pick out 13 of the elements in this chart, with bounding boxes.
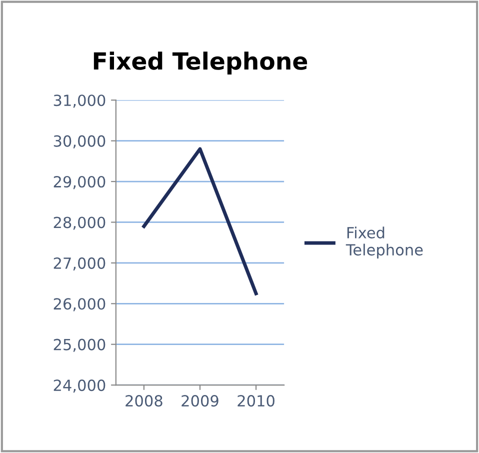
x-tick-label: 2010: [238, 395, 274, 407]
y-tick-label: 27,000: [54, 257, 106, 271]
chart-title: Fixed Telephone: [94, 52, 308, 74]
y-tick-label: 28,000: [54, 216, 106, 230]
y-tick-label: 31,000: [54, 94, 106, 108]
y-tick-label: 26,000: [54, 298, 106, 312]
y-tick-label: 25,000: [54, 338, 106, 352]
y-tick-label: 24,000: [54, 380, 106, 393]
legend-label: Fixed Telephone: [346, 226, 423, 259]
y-tick-label: 30,000: [54, 135, 106, 148]
y-tick-label: 29,000: [54, 176, 106, 190]
x-tick-label: 2008: [126, 395, 162, 407]
x-tick-label: 2009: [182, 395, 218, 407]
